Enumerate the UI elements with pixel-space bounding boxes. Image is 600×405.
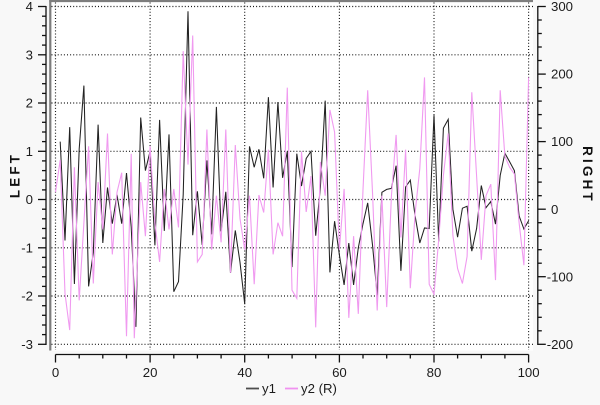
svg-text:200: 200 [551,67,573,82]
svg-text:100: 100 [518,365,540,380]
svg-text:300: 300 [551,0,573,14]
svg-text:y1: y1 [262,381,276,396]
svg-text:0: 0 [551,202,558,217]
svg-text:100: 100 [551,134,573,149]
svg-text:0: 0 [52,365,59,380]
svg-text:-3: -3 [21,337,33,352]
svg-text:2: 2 [26,96,33,111]
svg-text:RIGHT: RIGHT [580,146,595,204]
svg-text:-1: -1 [21,240,33,255]
svg-text:y2 (R): y2 (R) [301,381,337,396]
svg-text:3: 3 [26,47,33,62]
svg-text:-2: -2 [21,289,33,304]
svg-text:-200: -200 [547,337,573,352]
svg-text:60: 60 [332,365,347,380]
svg-text:-100: -100 [547,269,573,284]
svg-text:0: 0 [26,192,33,207]
svg-text:40: 40 [237,365,252,380]
svg-text:80: 80 [427,365,442,380]
svg-text:LEFT: LEFT [8,152,23,198]
svg-text:1: 1 [26,144,33,159]
svg-text:4: 4 [26,0,33,14]
svg-text:20: 20 [143,365,158,380]
